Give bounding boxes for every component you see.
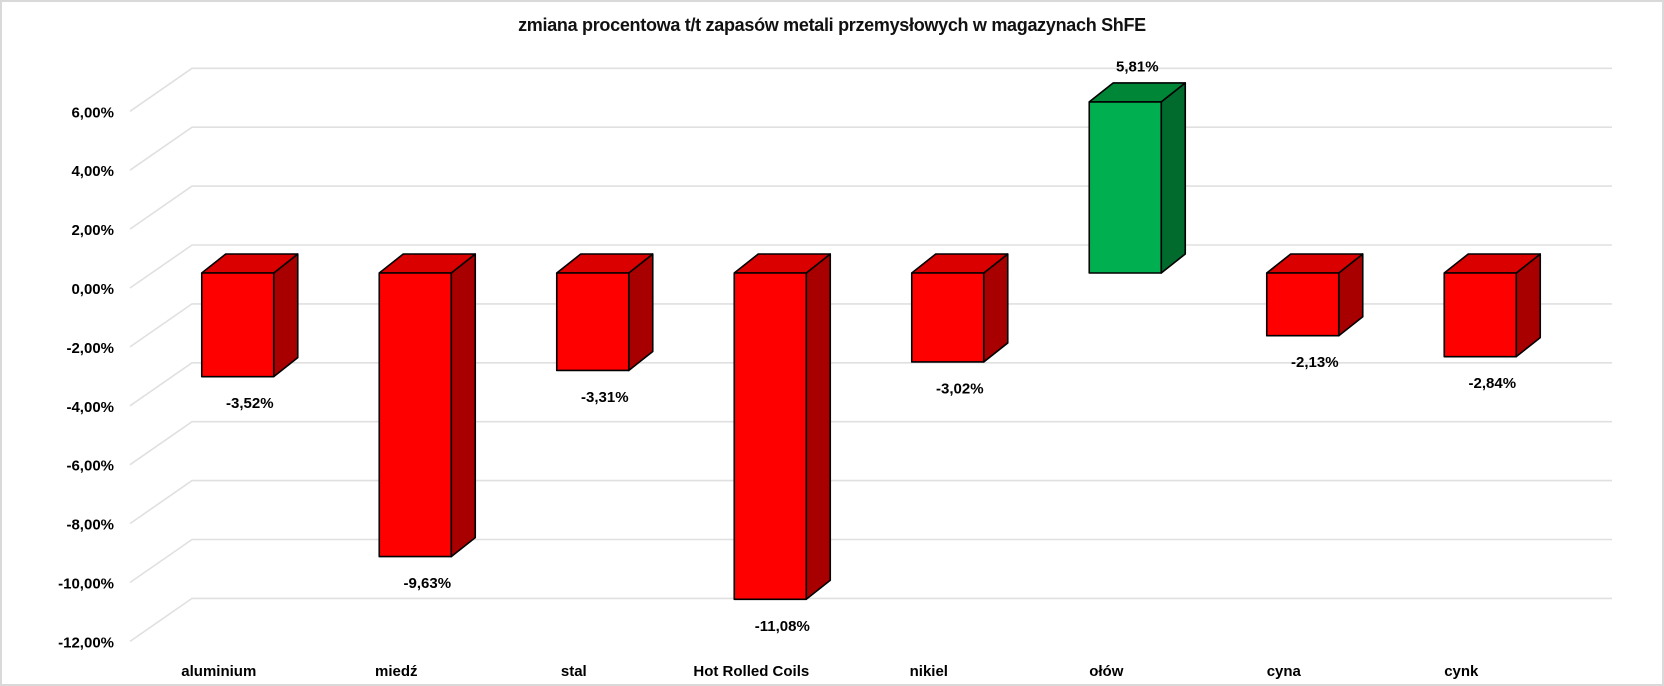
bar-side-face xyxy=(627,253,654,372)
bar-front-face xyxy=(378,272,453,558)
gridline xyxy=(129,597,1612,643)
x-axis-category-label: cynk xyxy=(1444,663,1479,680)
gridline xyxy=(129,420,1612,466)
x-axis-category-label: Hot Rolled Coils xyxy=(693,663,809,680)
y-axis-tick-label: -10,00% xyxy=(58,576,114,593)
chart-title: zmiana procentowa t/t zapasów metali prz… xyxy=(518,15,1146,35)
bar-hot-rolled-coils xyxy=(733,253,832,601)
data-label: -11,08% xyxy=(755,618,810,635)
x-axis-category-label: nikiel xyxy=(910,663,948,680)
y-axis-tick-label: 2,00% xyxy=(71,222,114,239)
gridline xyxy=(129,362,1612,407)
y-axis-tick-label: -8,00% xyxy=(66,517,114,534)
bar-side-face xyxy=(805,253,832,601)
y-axis-tick-label: -2,00% xyxy=(66,340,114,357)
data-label: -2,13% xyxy=(1291,354,1339,371)
bar-cyna xyxy=(1265,253,1364,337)
bar-front-face xyxy=(200,272,275,378)
bars xyxy=(200,82,1542,601)
bar-side-face xyxy=(1160,82,1187,274)
gridlines xyxy=(129,67,1612,643)
y-axis-tick-labels: 6,00% 4,00% 2,00% 0,00% -2,00% -4,00% -6,00% -8… xyxy=(58,104,114,651)
data-label: -9,63% xyxy=(404,575,452,592)
bar-miedź xyxy=(378,253,477,558)
bar-front-face xyxy=(910,272,985,363)
data-label: -3,02% xyxy=(936,380,984,397)
y-axis-tick-label: 6,00% xyxy=(71,104,114,121)
data-label: -3,31% xyxy=(581,389,629,406)
bar-front-face xyxy=(1265,272,1340,337)
gridline xyxy=(129,479,1612,525)
bar-aluminium xyxy=(200,253,299,378)
y-axis-tick-label: 0,00% xyxy=(71,281,114,298)
bar-front-face xyxy=(733,272,808,601)
gridline xyxy=(129,126,1612,171)
bar-front-face xyxy=(1088,101,1163,274)
bar-side-face xyxy=(272,253,299,378)
data-label: -3,52% xyxy=(226,395,274,412)
y-axis-tick-label: -6,00% xyxy=(66,458,114,475)
y-axis-tick-label: 4,00% xyxy=(71,163,114,180)
gridline xyxy=(129,303,1612,348)
gridline xyxy=(129,244,1612,289)
bar-front-face xyxy=(1443,272,1518,358)
x-axis-category-label: aluminium xyxy=(181,663,256,680)
bar-stal xyxy=(555,253,654,372)
x-axis-category-label: cyna xyxy=(1267,663,1302,680)
x-axis-category-labels: aluminium miedź stal Hot Rolled Coils nikiel… xyxy=(181,663,1479,680)
bar-front-face xyxy=(555,272,630,372)
data-label: -2,84% xyxy=(1469,375,1517,392)
bar-ołów xyxy=(1088,82,1187,274)
x-axis-category-label: miedź xyxy=(375,663,418,680)
gridline xyxy=(129,185,1612,230)
bar-side-face xyxy=(450,253,477,558)
y-axis-tick-label: -4,00% xyxy=(66,399,114,416)
bar-nikiel xyxy=(910,253,1009,363)
gridline xyxy=(129,538,1612,584)
data-labels: -3,52% -9,63% -3,31% -11,08% -3,02% 5,81% -2,1… xyxy=(226,58,1516,634)
x-axis-category-label: stal xyxy=(561,663,587,680)
data-label: 5,81% xyxy=(1116,58,1159,75)
y-axis-tick-label: -12,00% xyxy=(58,634,114,651)
x-axis-category-label: ołów xyxy=(1089,663,1123,680)
gridline xyxy=(129,67,1612,112)
bar-cynk xyxy=(1443,253,1542,358)
